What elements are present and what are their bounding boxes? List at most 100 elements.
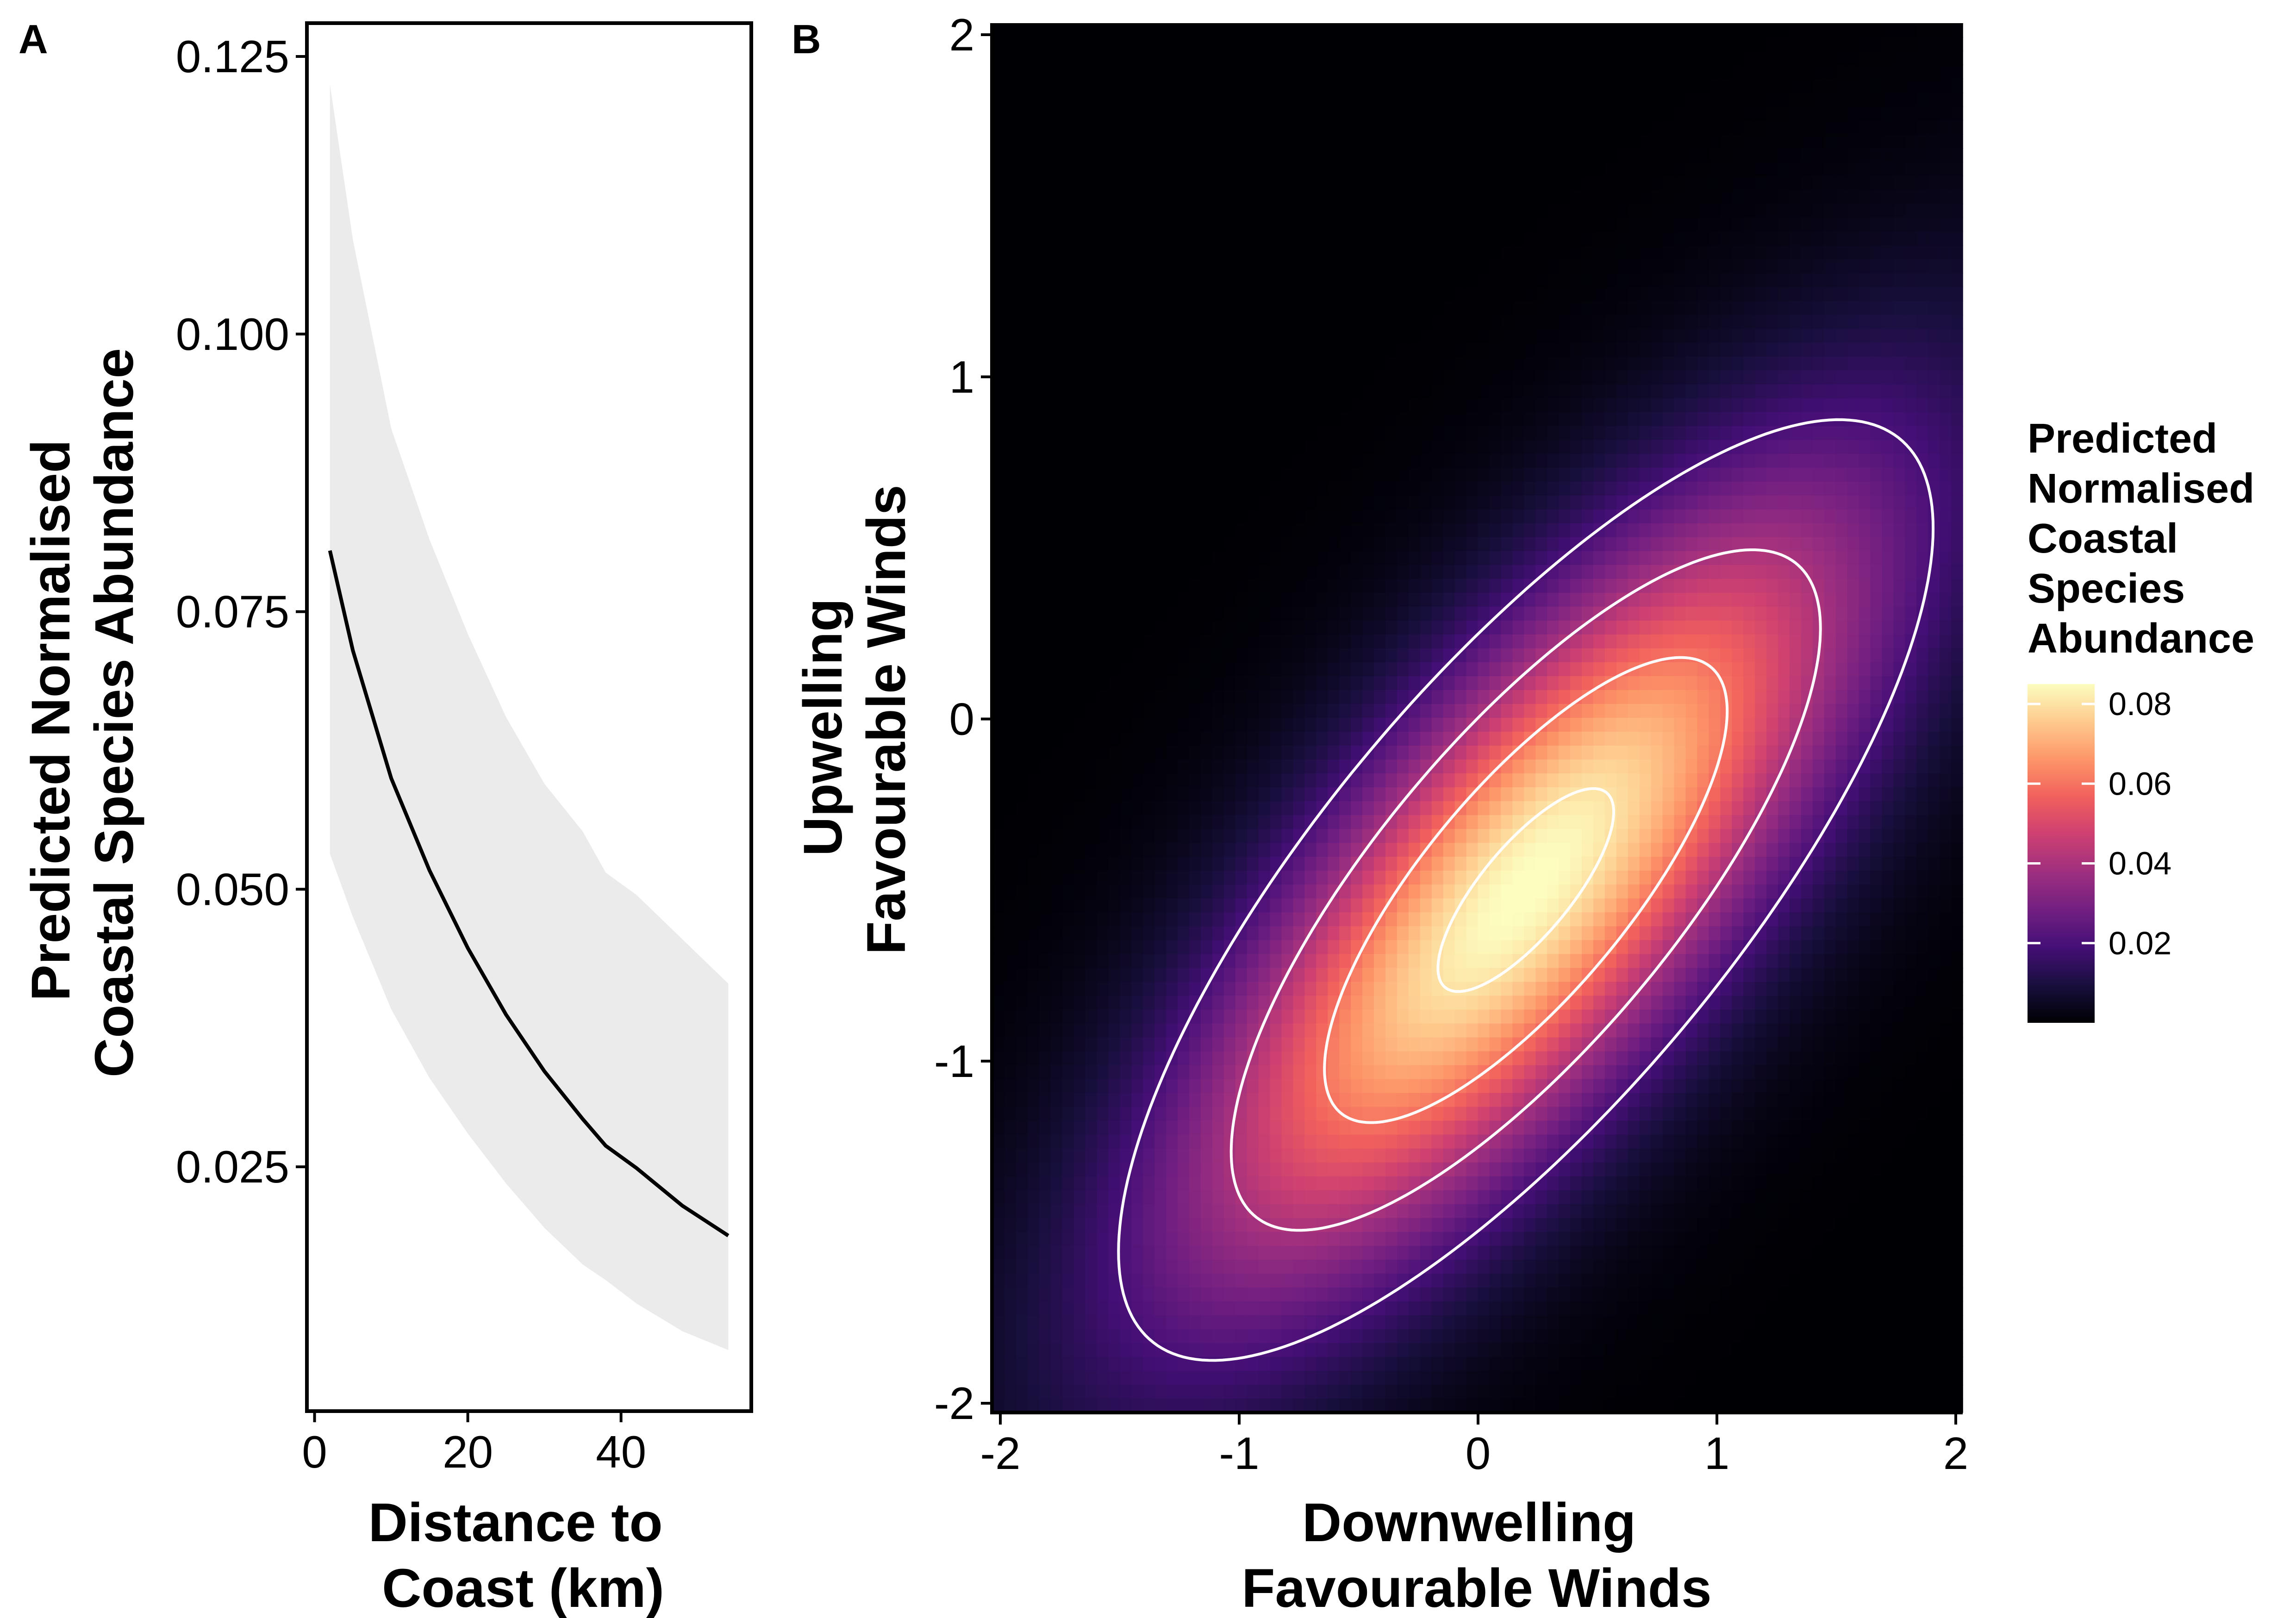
heatmap-cell (1559, 245, 1571, 260)
heatmap-cell (1073, 106, 1086, 121)
heatmap-cell (1085, 134, 1098, 149)
heatmap-cell (1362, 1370, 1374, 1385)
heatmap-cell (1547, 1315, 1559, 1330)
heatmap-cell (1547, 1232, 1559, 1246)
heatmap-cell (1108, 606, 1121, 621)
heatmap-cell (1143, 273, 1155, 288)
heatmap-cell (1397, 926, 1409, 941)
heatmap-cell (1004, 398, 1017, 413)
heatmap-cell (1189, 954, 1201, 969)
heatmap-cell (1050, 718, 1063, 732)
heatmap-cell (1200, 148, 1213, 162)
heatmap-cell (1247, 968, 1259, 983)
heatmap-cell (1223, 759, 1236, 774)
heatmap-cell (1535, 495, 1547, 510)
heatmap-cell (1039, 467, 1051, 482)
heatmap-cell (1062, 481, 1074, 496)
heatmap-cell (1351, 912, 1363, 927)
heatmap-cell (1270, 1023, 1282, 1038)
heatmap-cell (1235, 1218, 1248, 1232)
heatmap-cell (1166, 1384, 1178, 1399)
heatmap-cell (1339, 454, 1351, 468)
heatmap-cell (1212, 1107, 1224, 1121)
heatmap-cell (1027, 245, 1040, 260)
heatmap-cell (1316, 592, 1329, 607)
heatmap-cell (1004, 1079, 1017, 1094)
heatmap-cell (1385, 1370, 1398, 1385)
heatmap-cell (1073, 259, 1086, 274)
heatmap-cell (1131, 634, 1144, 649)
heatmap-cell (1258, 857, 1271, 871)
heatmap-cell (1512, 412, 1525, 427)
heatmap-cell (1178, 1315, 1190, 1330)
heatmap-cell (1270, 565, 1282, 579)
heatmap-cell (1073, 884, 1086, 899)
heatmap-cell (1073, 1107, 1086, 1121)
heatmap-cell (1466, 467, 1479, 482)
heatmap-cell (1039, 384, 1051, 399)
heatmap-cell (1466, 162, 1479, 177)
heatmap-cell (1235, 523, 1248, 538)
heatmap-cell (1478, 1162, 1490, 1177)
heatmap-cell (1143, 301, 1155, 316)
heatmap-cell (1316, 1370, 1329, 1385)
heatmap-cell (1120, 829, 1132, 843)
heatmap-cell (1270, 954, 1282, 969)
heatmap-cell (1235, 843, 1248, 857)
heatmap-cell (1304, 801, 1317, 815)
heatmap-cell (1027, 565, 1040, 579)
heatmap-cell (1016, 37, 1028, 51)
heatmap-cell (1547, 23, 1559, 37)
heatmap-cell (1478, 370, 1490, 385)
heatmap-cell (1362, 1357, 1374, 1371)
heatmap-cell (1097, 148, 1109, 162)
heatmap-cell (1166, 1176, 1178, 1191)
heatmap-cell (1328, 287, 1340, 302)
heatmap-cell (1027, 801, 1040, 815)
heatmap-cell (1027, 1134, 1040, 1149)
heatmap-cell (1189, 634, 1201, 649)
heatmap-cell (1085, 787, 1098, 802)
heatmap-cell (1281, 662, 1294, 677)
heatmap-cell (1050, 565, 1063, 579)
heatmap-cell (1501, 1315, 1513, 1330)
heatmap-cell (1050, 884, 1063, 899)
heatmap-cell (1131, 440, 1144, 454)
heatmap-cell (1501, 537, 1513, 552)
heatmap-cell (1108, 273, 1121, 288)
heatmap-cell (1443, 690, 1455, 704)
heatmap-cell (1166, 1329, 1178, 1344)
heatmap-cell (1351, 1023, 1363, 1038)
heatmap-cell (1200, 829, 1213, 843)
heatmap-cell (1062, 190, 1074, 205)
heatmap-cell (1004, 1037, 1017, 1052)
heatmap-cell (1212, 398, 1224, 413)
heatmap-cell (993, 1079, 1005, 1094)
heatmap-cell (1535, 773, 1547, 788)
heatmap-cell (1524, 1134, 1536, 1149)
panel-a-x-axis-title-line-1: Distance to (368, 1492, 663, 1553)
heatmap-cell (1178, 93, 1190, 107)
heatmap-cell (1293, 592, 1305, 607)
heatmap-cell (1374, 1384, 1386, 1399)
heatmap-cell (1385, 342, 1398, 357)
heatmap-cell (1154, 1398, 1167, 1413)
heatmap-cell (1223, 1245, 1236, 1260)
heatmap-cell (1328, 467, 1340, 482)
heatmap-cell (1247, 523, 1259, 538)
heatmap-cell (1559, 93, 1571, 107)
heatmap-cell (1281, 481, 1294, 496)
heatmap-cell (1131, 454, 1144, 468)
heatmap-cell (1489, 898, 1502, 913)
heatmap-cell (1559, 426, 1571, 441)
heatmap-cell (1454, 843, 1467, 857)
heatmap-cell (1270, 829, 1282, 843)
heatmap-cell (1559, 162, 1571, 177)
heatmap-cell (1281, 1384, 1294, 1399)
heatmap-cell (1316, 690, 1329, 704)
heatmap-cell (1108, 218, 1121, 232)
heatmap-cell (1154, 732, 1167, 746)
heatmap-cell (1397, 968, 1409, 983)
heatmap-cell (1454, 940, 1467, 955)
heatmap-cell (1073, 898, 1086, 913)
